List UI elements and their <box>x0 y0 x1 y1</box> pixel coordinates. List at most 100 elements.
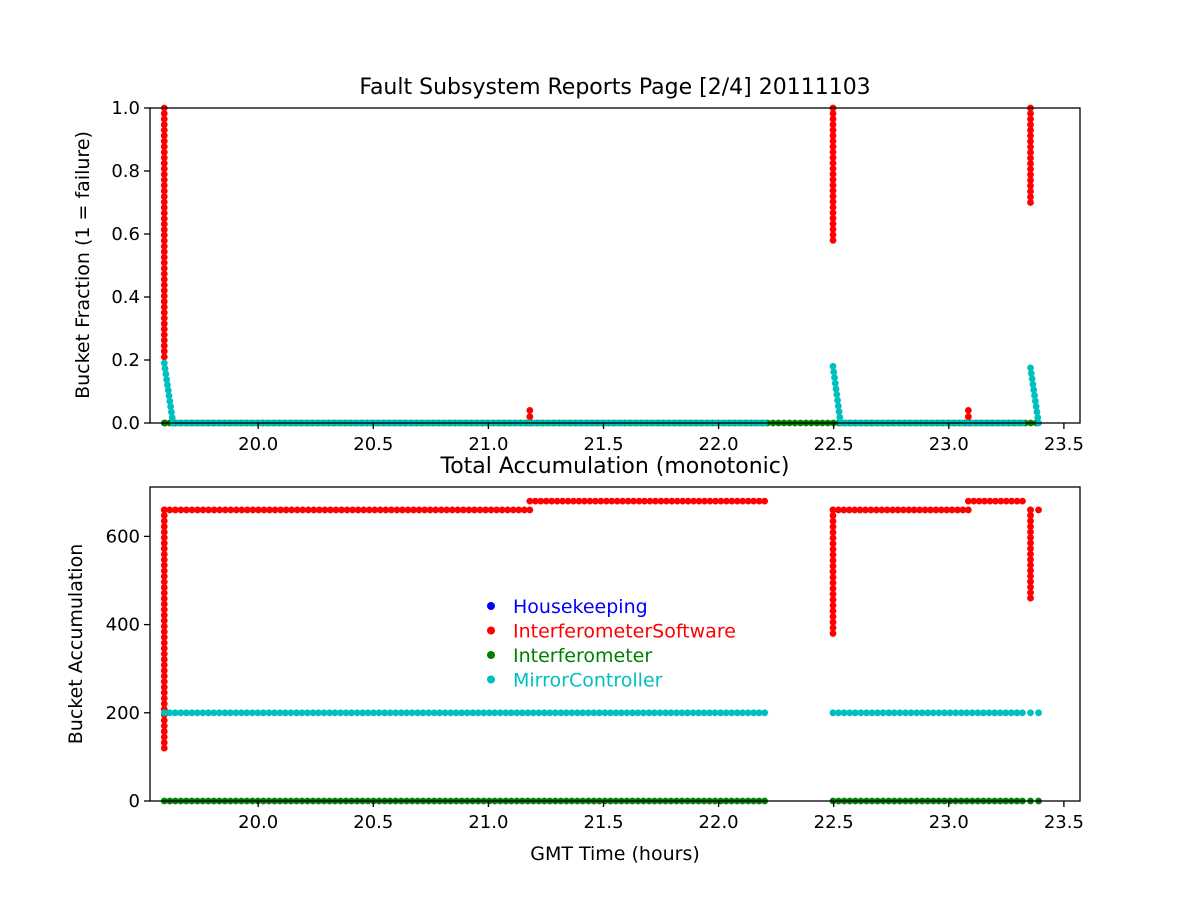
data-point <box>964 506 972 514</box>
data-point <box>1027 567 1034 574</box>
data-point <box>504 506 512 514</box>
legend-marker <box>487 602 495 610</box>
data-point <box>829 573 837 581</box>
data-point <box>382 506 390 514</box>
data-point <box>437 506 445 514</box>
data-point <box>1027 556 1034 563</box>
data-point <box>397 709 405 717</box>
data-point <box>829 220 837 228</box>
data-point <box>315 506 323 514</box>
data-point <box>160 137 168 145</box>
data-point <box>166 397 174 405</box>
data-point <box>160 309 168 317</box>
data-point <box>899 506 907 514</box>
data-point <box>963 709 971 717</box>
data-point <box>728 497 736 505</box>
data-point <box>829 154 837 162</box>
data-point <box>160 242 168 250</box>
data-point <box>943 506 951 514</box>
data-point <box>349 506 356 514</box>
data-point <box>829 362 837 370</box>
data-point <box>509 506 517 514</box>
data-point <box>1027 187 1034 195</box>
y-tick-label: 1.0 <box>111 98 140 119</box>
data-point <box>1027 182 1034 190</box>
data-point <box>755 709 763 717</box>
data-point <box>835 408 843 416</box>
data-point <box>485 709 493 717</box>
data-point <box>160 639 168 647</box>
data-point <box>916 506 924 514</box>
data-point <box>722 709 730 717</box>
data-point <box>706 497 714 505</box>
data-point <box>502 709 510 717</box>
data-point <box>1027 534 1034 541</box>
data-point <box>381 709 388 717</box>
data-point <box>959 506 967 514</box>
y-tick-label: 0.4 <box>111 287 140 308</box>
data-point <box>829 176 837 184</box>
legend-marker <box>487 651 495 659</box>
data-point <box>829 590 837 598</box>
data-point <box>426 506 434 514</box>
data-point <box>165 392 173 400</box>
data-point <box>282 709 289 717</box>
data-point <box>1008 497 1016 505</box>
data-point <box>471 506 478 514</box>
data-point <box>271 709 278 717</box>
data-point <box>160 512 168 519</box>
data-point <box>689 709 697 717</box>
data-point <box>913 709 920 717</box>
data-point <box>829 551 837 559</box>
data-point <box>232 709 240 717</box>
data-point <box>387 506 395 514</box>
data-point <box>160 320 168 328</box>
data-point <box>162 370 170 378</box>
data-point <box>840 506 848 514</box>
data-point <box>575 497 583 505</box>
data-point <box>872 506 880 514</box>
data-point <box>1002 497 1010 505</box>
x-tick-label: 21.0 <box>468 812 508 833</box>
data-point <box>591 497 599 505</box>
data-point <box>299 506 307 514</box>
data-point <box>1030 386 1038 394</box>
data-point <box>932 506 940 514</box>
data-point <box>160 292 168 300</box>
data-point <box>829 585 837 592</box>
data-point <box>630 497 637 505</box>
x-tick-label: 23.5 <box>1044 812 1084 833</box>
data-point <box>829 170 837 178</box>
data-point <box>160 728 168 735</box>
data-point <box>526 413 534 421</box>
data-point <box>526 407 534 414</box>
data-point <box>160 644 168 652</box>
data-point <box>829 545 837 553</box>
data-point <box>232 506 240 514</box>
data-point <box>739 709 746 717</box>
data-point <box>160 253 168 261</box>
data-point <box>845 506 853 514</box>
data-point <box>829 523 837 531</box>
data-point <box>1027 364 1034 372</box>
data-point <box>829 231 837 239</box>
data-point <box>160 336 168 344</box>
data-point <box>829 159 837 167</box>
data-point <box>1027 193 1034 201</box>
data-point <box>723 497 730 505</box>
data-point <box>160 303 168 311</box>
data-point <box>551 709 559 717</box>
data-point <box>829 137 837 145</box>
data-point <box>535 709 543 717</box>
data-point <box>744 497 752 505</box>
y-axis-label: Bucket Accumulation <box>65 544 87 745</box>
data-point <box>342 709 350 717</box>
data-point <box>883 506 891 514</box>
data-point <box>750 497 758 505</box>
data-point <box>469 709 477 717</box>
data-point <box>612 709 620 717</box>
data-point <box>177 506 185 514</box>
x-tick-label: 20.0 <box>238 434 278 455</box>
data-point <box>160 170 168 178</box>
data-point <box>160 298 168 305</box>
